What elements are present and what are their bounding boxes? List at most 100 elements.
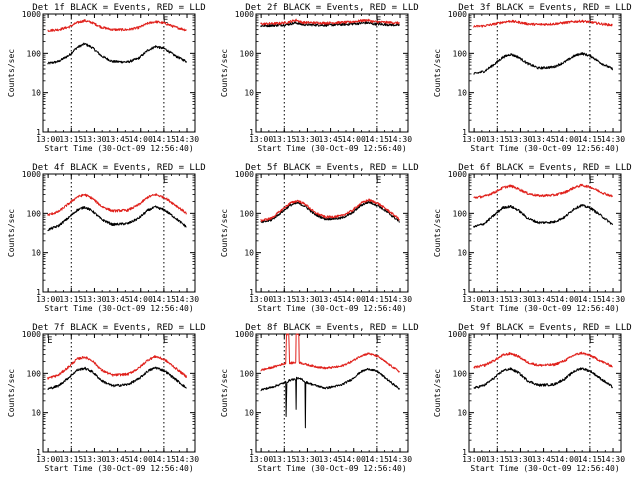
- y-tick-label: 10: [244, 409, 254, 418]
- plot-frame: [42, 333, 196, 453]
- event-marker-label: E: [589, 176, 594, 186]
- detector-panel-4: Det 4f BLACK = Events, RED = LLD 1 10 100 10…: [7, 163, 206, 313]
- x-tick-label: 13:45: [532, 135, 556, 144]
- x-tick-label: 13:30: [82, 135, 106, 144]
- detector-panel-1: Det 1f BLACK = Events, RED = LLD 1 10 100 10…: [7, 3, 206, 153]
- x-tick-label: 13:15: [272, 295, 296, 304]
- x-tick-label: 14:15: [152, 295, 176, 304]
- y-tick-label: 1000: [235, 170, 254, 179]
- x-tick-label: 13:45: [319, 295, 343, 304]
- plot-frame: [468, 13, 622, 133]
- x-tick-label: 13:30: [82, 295, 106, 304]
- y-tick-label: 1: [36, 128, 41, 137]
- x-tick-label: 13:15: [272, 455, 296, 464]
- y-tick-label: 100: [240, 49, 255, 58]
- y-tick-label: 100: [453, 49, 468, 58]
- x-tick-label: 14:30: [175, 135, 199, 144]
- y-tick-label: 1: [462, 128, 467, 137]
- y-tick-label: 1: [249, 128, 254, 137]
- y-tick-label: 1000: [235, 330, 254, 339]
- y-tick-label: 1: [36, 448, 41, 457]
- events-series-line: [473, 367, 613, 389]
- x-axis-label: Start Time (30-Oct-09 12:56:40): [257, 304, 406, 313]
- x-tick-label: 13:15: [272, 135, 296, 144]
- event-marker-label: E: [163, 336, 168, 346]
- y-tick-label: 100: [453, 209, 468, 218]
- y-tick-label: 10: [244, 89, 254, 98]
- y-tick-label: 100: [240, 209, 255, 218]
- plot-frame: [468, 173, 622, 293]
- x-tick-label: 14:15: [365, 455, 389, 464]
- y-tick-label: 10: [31, 89, 41, 98]
- x-tick-label: 14:00: [129, 455, 153, 464]
- x-tick-label: 14:30: [601, 135, 625, 144]
- x-tick-label: 13:00: [249, 135, 273, 144]
- event-marker-label: E: [376, 336, 381, 346]
- x-tick-label: 13:00: [249, 455, 273, 464]
- x-tick-label: 14:30: [601, 455, 625, 464]
- panel-title: Det 2f BLACK = Events, RED = LLD: [245, 3, 418, 13]
- y-axis-label: Counts/sec: [433, 369, 442, 417]
- plot-frame: [255, 173, 409, 293]
- x-tick-label: 13:30: [508, 295, 532, 304]
- y-tick-label: 10: [244, 249, 254, 258]
- x-tick-label: 13:00: [462, 135, 486, 144]
- x-tick-label: 13:15: [485, 295, 509, 304]
- x-tick-label: 13:45: [532, 295, 556, 304]
- x-tick-label: 14:30: [175, 455, 199, 464]
- event-marker-label: E: [163, 16, 168, 26]
- x-tick-label: 14:00: [555, 135, 579, 144]
- lld-series-line: [473, 183, 613, 199]
- y-tick-label: 100: [453, 369, 468, 378]
- y-axis-label: Counts/sec: [433, 49, 442, 97]
- x-tick-label: 14:30: [388, 455, 412, 464]
- x-tick-label: 14:15: [578, 135, 602, 144]
- y-tick-label: 1000: [22, 170, 41, 179]
- x-tick-label: 14:30: [601, 295, 625, 304]
- x-tick-label: 14:30: [388, 295, 412, 304]
- lld-series-line: [260, 18, 400, 26]
- y-axis-label: Counts/sec: [7, 369, 16, 417]
- panel-title: Det 7f BLACK = Events, RED = LLD: [32, 323, 205, 333]
- events-series-line: [260, 200, 400, 224]
- events-series-line: [473, 52, 614, 75]
- x-tick-label: 13:30: [508, 455, 532, 464]
- y-tick-label: 1000: [235, 10, 254, 19]
- y-tick-label: 100: [27, 369, 42, 378]
- detector-panel-3: Det 3f BLACK = Events, RED = LLD 1 10 100 10…: [433, 3, 632, 153]
- x-tick-label: 14:00: [342, 295, 366, 304]
- events-series-line: [47, 42, 187, 65]
- x-tick-label: 13:00: [462, 295, 486, 304]
- x-tick-label: 14:30: [175, 295, 199, 304]
- plot-frame: [255, 13, 409, 133]
- y-axis-label: Counts/sec: [7, 49, 16, 97]
- x-tick-label: 13:15: [59, 295, 83, 304]
- y-tick-label: 10: [457, 89, 467, 98]
- y-tick-label: 10: [31, 409, 41, 418]
- y-tick-label: 10: [31, 249, 41, 258]
- x-tick-label: 13:30: [295, 295, 319, 304]
- x-tick-label: 13:30: [508, 135, 532, 144]
- x-tick-label: 13:00: [249, 295, 273, 304]
- panel-title: Det 9f BLACK = Events, RED = LLD: [458, 323, 631, 333]
- x-axis-label: Start Time (30-Oct-09 12:56:40): [257, 144, 406, 153]
- plot-frame: [255, 333, 409, 453]
- detector-panel-5: Det 5f BLACK = Events, RED = LLD 1 10 100 10…: [220, 163, 419, 313]
- y-tick-label: 10: [457, 249, 467, 258]
- x-tick-label: 13:45: [106, 455, 130, 464]
- y-tick-label: 1000: [448, 330, 467, 339]
- detector-panel-9: Det 9f BLACK = Events, RED = LLD 1 10 100 10…: [433, 323, 632, 473]
- lld-series-line: [260, 333, 400, 373]
- x-axis-label: Start Time (30-Oct-09 12:56:40): [44, 464, 193, 473]
- detector-panel-8: Det 8f BLACK = Events, RED = LLD 1 10 100 10…: [220, 323, 419, 473]
- x-tick-label: 14:00: [129, 295, 153, 304]
- lld-series-line: [260, 198, 400, 222]
- panel-title: Det 1f BLACK = Events, RED = LLD: [32, 3, 205, 13]
- x-tick-label: 14:30: [388, 135, 412, 144]
- x-tick-label: 14:00: [342, 455, 366, 464]
- x-tick-label: 13:30: [295, 455, 319, 464]
- x-axis-label: Start Time (30-Oct-09 12:56:40): [470, 304, 619, 313]
- events-series-line: [260, 367, 400, 429]
- event-marker-label: E: [376, 176, 381, 186]
- panel-title: Det 8f BLACK = Events, RED = LLD: [245, 323, 418, 333]
